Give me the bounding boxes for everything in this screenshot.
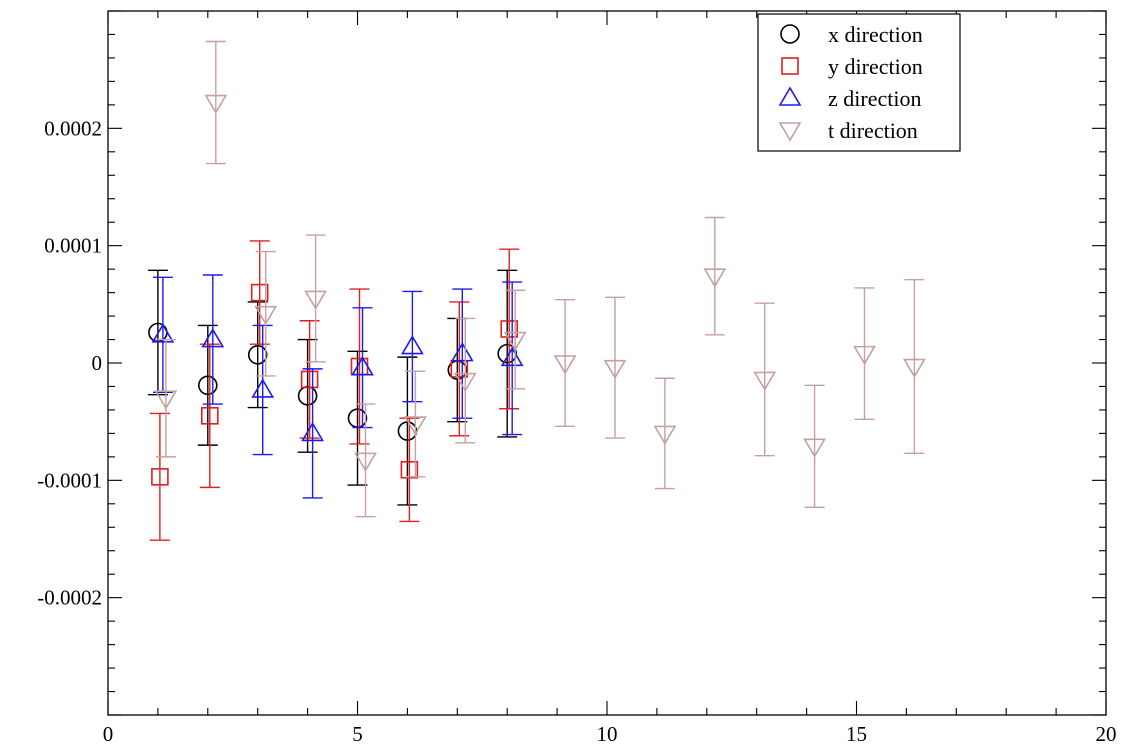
data-point xyxy=(300,370,319,389)
legend-marker xyxy=(781,57,799,75)
y-tick-label: 0.0001 xyxy=(44,234,102,258)
data-point xyxy=(553,355,577,375)
y-tick-label: 0.0002 xyxy=(44,116,102,140)
data-point xyxy=(500,346,524,367)
data-point xyxy=(201,406,219,425)
x-tick-label: 0 xyxy=(103,722,114,745)
data-point xyxy=(304,290,327,311)
x-tick-label: 20 xyxy=(1096,722,1117,745)
legend-marker xyxy=(780,24,800,44)
legend-marker xyxy=(778,122,802,142)
legend: x direction y direction z direction t direc… xyxy=(757,13,961,152)
data-point xyxy=(503,331,527,352)
series-y-direction xyxy=(149,240,520,541)
data-point xyxy=(853,345,876,366)
tick-labels: 0 5 10 15 20 0.0002 0.0001 0 -0.0001 -0.0002 xyxy=(37,116,1116,745)
data-point xyxy=(703,268,727,288)
data-point xyxy=(453,372,477,393)
legend-box xyxy=(757,13,961,152)
data-point xyxy=(250,283,269,302)
data-point xyxy=(404,416,427,436)
data-point xyxy=(254,305,278,326)
data-point xyxy=(154,390,178,410)
data-point xyxy=(400,460,419,479)
data-point xyxy=(351,356,374,376)
data-point xyxy=(603,359,627,380)
data-series xyxy=(147,40,926,541)
series-z-direction xyxy=(151,274,524,499)
data-point xyxy=(450,342,474,362)
legend-label: z direction xyxy=(828,86,921,111)
data-point xyxy=(247,344,268,365)
data-point xyxy=(301,421,324,442)
data-point xyxy=(803,438,826,458)
plot-frame xyxy=(107,10,1107,716)
data-point xyxy=(354,452,377,472)
legend-label: y direction xyxy=(828,54,923,79)
y-tick-label: -0.0001 xyxy=(37,468,102,492)
x-tick-label: 5 xyxy=(352,722,363,745)
data-point xyxy=(204,94,228,115)
y-tick-label: -0.0002 xyxy=(37,586,102,610)
x-tick-label: 10 xyxy=(597,722,618,745)
data-point xyxy=(903,358,926,379)
data-point xyxy=(251,378,275,398)
x-tick-label: 15 xyxy=(846,722,867,745)
legend-label: t direction xyxy=(828,118,918,143)
data-point xyxy=(198,375,218,396)
data-point xyxy=(653,425,677,445)
data-point xyxy=(753,371,777,392)
data-point xyxy=(151,323,175,343)
data-point xyxy=(201,327,225,348)
y-tick-label: 0 xyxy=(92,351,103,375)
data-point xyxy=(401,334,424,355)
legend-label: x direction xyxy=(828,22,923,47)
data-point xyxy=(500,320,519,338)
series-t-direction xyxy=(154,40,926,518)
data-point xyxy=(151,468,169,486)
legend-marker xyxy=(778,86,802,106)
